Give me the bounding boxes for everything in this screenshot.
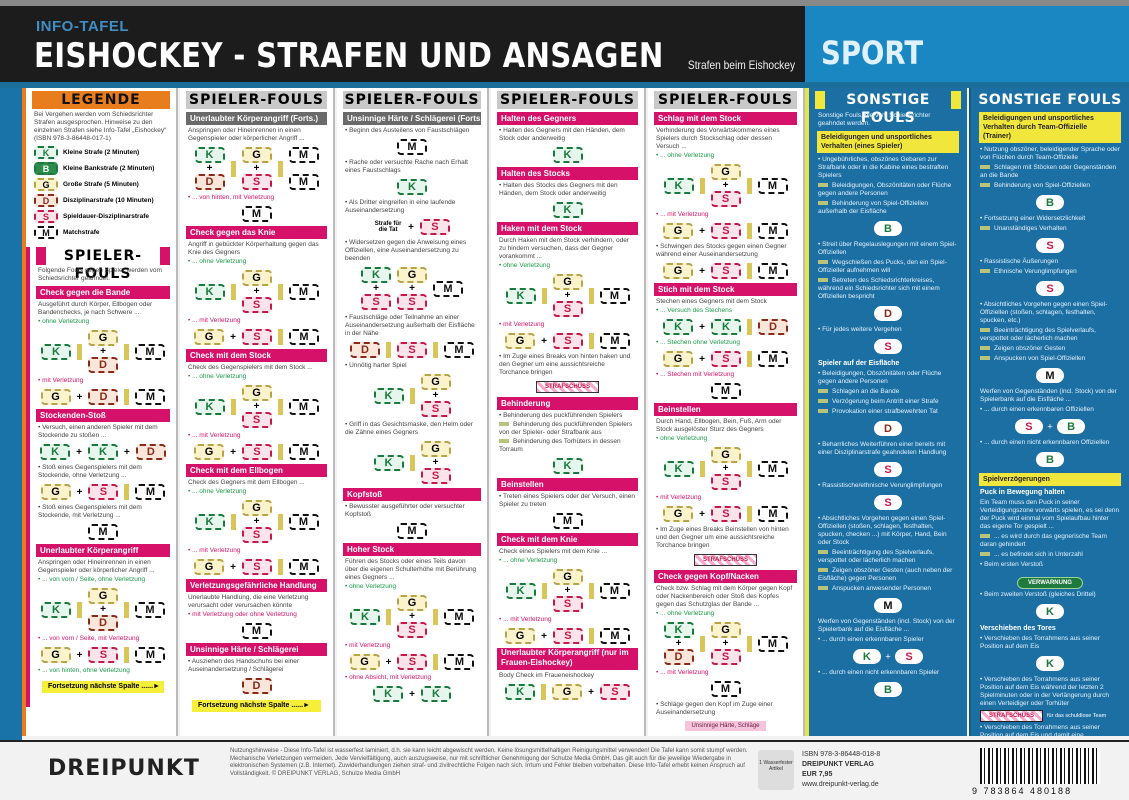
legend-item: K Kleine Strafe (2 Minuten) xyxy=(34,146,168,159)
penalty-g-icon: G xyxy=(34,178,58,191)
column-sonstige-fouls-2: SONSTIGE FOULS Beleidigungen und unsport… xyxy=(969,88,1129,736)
section-title: Kopfstoß xyxy=(343,488,481,501)
barcode xyxy=(980,748,1100,784)
section-title: Check mit dem Ellbogen xyxy=(186,464,327,477)
continue-note: Fortsetzung nächste Spalte ......► xyxy=(192,700,321,712)
legend-item: G Große Strafe (5 Minuten) xyxy=(34,178,168,191)
section-title: Check gegen die Bande xyxy=(36,286,170,299)
section-title: Verletzungsgefährliche Handlung xyxy=(186,579,327,592)
cross-reference-link[interactable]: Unsinnige Härte, Schläge xyxy=(685,721,766,731)
column-spieler-fouls-4: SPIELER-FOULS Halten des Gegners • Halte… xyxy=(491,88,646,736)
penalty-k-icon: K xyxy=(41,343,71,360)
warning-badge: VERWARNUNG xyxy=(1017,577,1083,589)
penalty-combo: K G + D M xyxy=(30,330,176,373)
penalty-shot-badge: STRAFSCHUSS xyxy=(980,710,1044,722)
penalty-shot-badge: STRAFSCHUSS xyxy=(693,554,757,566)
penalty-m-icon: M xyxy=(135,343,165,360)
section-heading: SPIELER-FOULS xyxy=(36,247,170,282)
section-title: Check gegen das Knie xyxy=(186,226,327,239)
legend-item: B Kleine Bankstrafe (2 Minuten) xyxy=(34,162,168,175)
penalty-s-icon: S xyxy=(34,210,58,223)
top-edge xyxy=(0,0,1129,6)
left-edge-bar xyxy=(0,88,22,740)
page-header: INFO-TAFEL EISHOCKEY - STRAFEN UND ANSAG… xyxy=(0,6,805,82)
barcode-number: 9 783864 480188 xyxy=(972,786,1073,796)
publisher: DREIPUNKT VERLAG xyxy=(802,761,874,768)
footer: DREIPUNKT Nutzungshinweise - Diese Info-… xyxy=(0,740,1129,800)
section-heading: SPIELER-FOULS xyxy=(654,91,797,109)
category-header: SPORT xyxy=(805,6,1129,82)
penalty-s-icon: S xyxy=(874,339,902,354)
continue-note: Fortsetzung nächste Spalte ......► xyxy=(42,681,164,693)
penalty-shot-badge: STRAFSCHUSS xyxy=(535,381,599,393)
penalty-g-icon: G xyxy=(88,330,118,346)
waterproof-seal: 1 Wasserfester Artikel xyxy=(758,750,794,790)
category-label: SPORT xyxy=(821,34,924,72)
penalty-b-icon: B xyxy=(34,162,58,175)
column-spieler-fouls-3: SPIELER-FOULS Unsinnige Härte / Schläger… xyxy=(337,88,489,736)
section-title: Check mit dem Stock xyxy=(186,349,327,362)
spieler-fouls-block: SPIELER-FOULS Folgende Fouls gegen Spiel… xyxy=(26,247,176,707)
penalty-d-icon: D xyxy=(88,357,118,373)
website[interactable]: www.dreipunkt-verlag.de xyxy=(802,781,879,788)
section-title: Hoher Stock xyxy=(343,543,481,556)
column-spieler-fouls-5: SPIELER-FOULS Schlag mit dem Stock Verhi… xyxy=(648,88,805,736)
penalty-m-icon: M xyxy=(34,226,58,239)
page-subtitle: Strafen beim Eishockey xyxy=(687,58,795,72)
column-sonstige-fouls-1: SONSTIGE FOULS Sonstige Fouls, die vom S… xyxy=(809,88,967,736)
page-title: EISHOCKEY - STRAFEN UND ANSAGEN xyxy=(34,36,664,76)
column-spieler-fouls-2: SPIELER-FOULS Unerlaubter Körperangriff … xyxy=(180,88,335,736)
isbn-block: ISBN 978-3-86448-018-8 DREIPUNKT VERLAG … xyxy=(802,750,880,790)
section-heading: SONSTIGE FOULS xyxy=(815,91,961,126)
legend-heading: LEGENDE xyxy=(32,91,170,109)
legend-list: K Kleine Strafe (2 Minuten) B Kleine Banks… xyxy=(26,146,176,239)
legend-item: S Spieldauer-Disziplinarstrafe xyxy=(34,210,168,223)
section-heading: SPIELER-FOULS xyxy=(497,91,638,109)
publisher-logo: DREIPUNKT xyxy=(48,756,200,781)
legend-item: D Disziplinarstrafe (10 Minuten) xyxy=(34,194,168,207)
penalty-d-icon: D xyxy=(34,194,58,207)
section-title: Unsinnige Härte / Schlägerei (Forts.) xyxy=(343,112,481,125)
section-title: Stockenden-Stoß xyxy=(36,409,170,422)
penalty-d-icon: D xyxy=(874,306,902,321)
section-heading: SONSTIGE FOULS xyxy=(978,92,1122,108)
isbn: ISBN 978-3-86448-018-8 xyxy=(802,751,881,758)
legal-notice: Nutzungshinweise - Diese Info-Tafel ist … xyxy=(230,748,748,777)
divider xyxy=(805,88,809,736)
section-title: Unsinnige Härte / Schlägerei xyxy=(186,643,327,656)
penalty-combo: G + D M xyxy=(30,389,176,405)
column-legend: LEGENDE Bei Vergehen werden vom Schiedsr… xyxy=(22,88,178,736)
price: EUR 7,95 xyxy=(802,771,833,778)
section-title: Unerlaubter Körperangriff xyxy=(36,544,170,557)
section-title: Unerlaubter Körperangriff (Forts.) xyxy=(186,112,327,125)
legend-intro: Bei Vergehen werden vom Schiedsrichter S… xyxy=(34,111,167,142)
penalty-b-icon: B xyxy=(874,221,902,236)
legend-item: M Matchstrafe xyxy=(34,226,168,239)
kicker: INFO-TAFEL xyxy=(36,18,130,35)
penalty-m-icon: M xyxy=(874,598,902,613)
section-heading: SPIELER-FOULS xyxy=(186,91,327,109)
penalty-k-icon: K xyxy=(34,146,58,159)
section-heading: SPIELER-FOULS xyxy=(343,91,481,109)
divider xyxy=(0,82,1129,88)
